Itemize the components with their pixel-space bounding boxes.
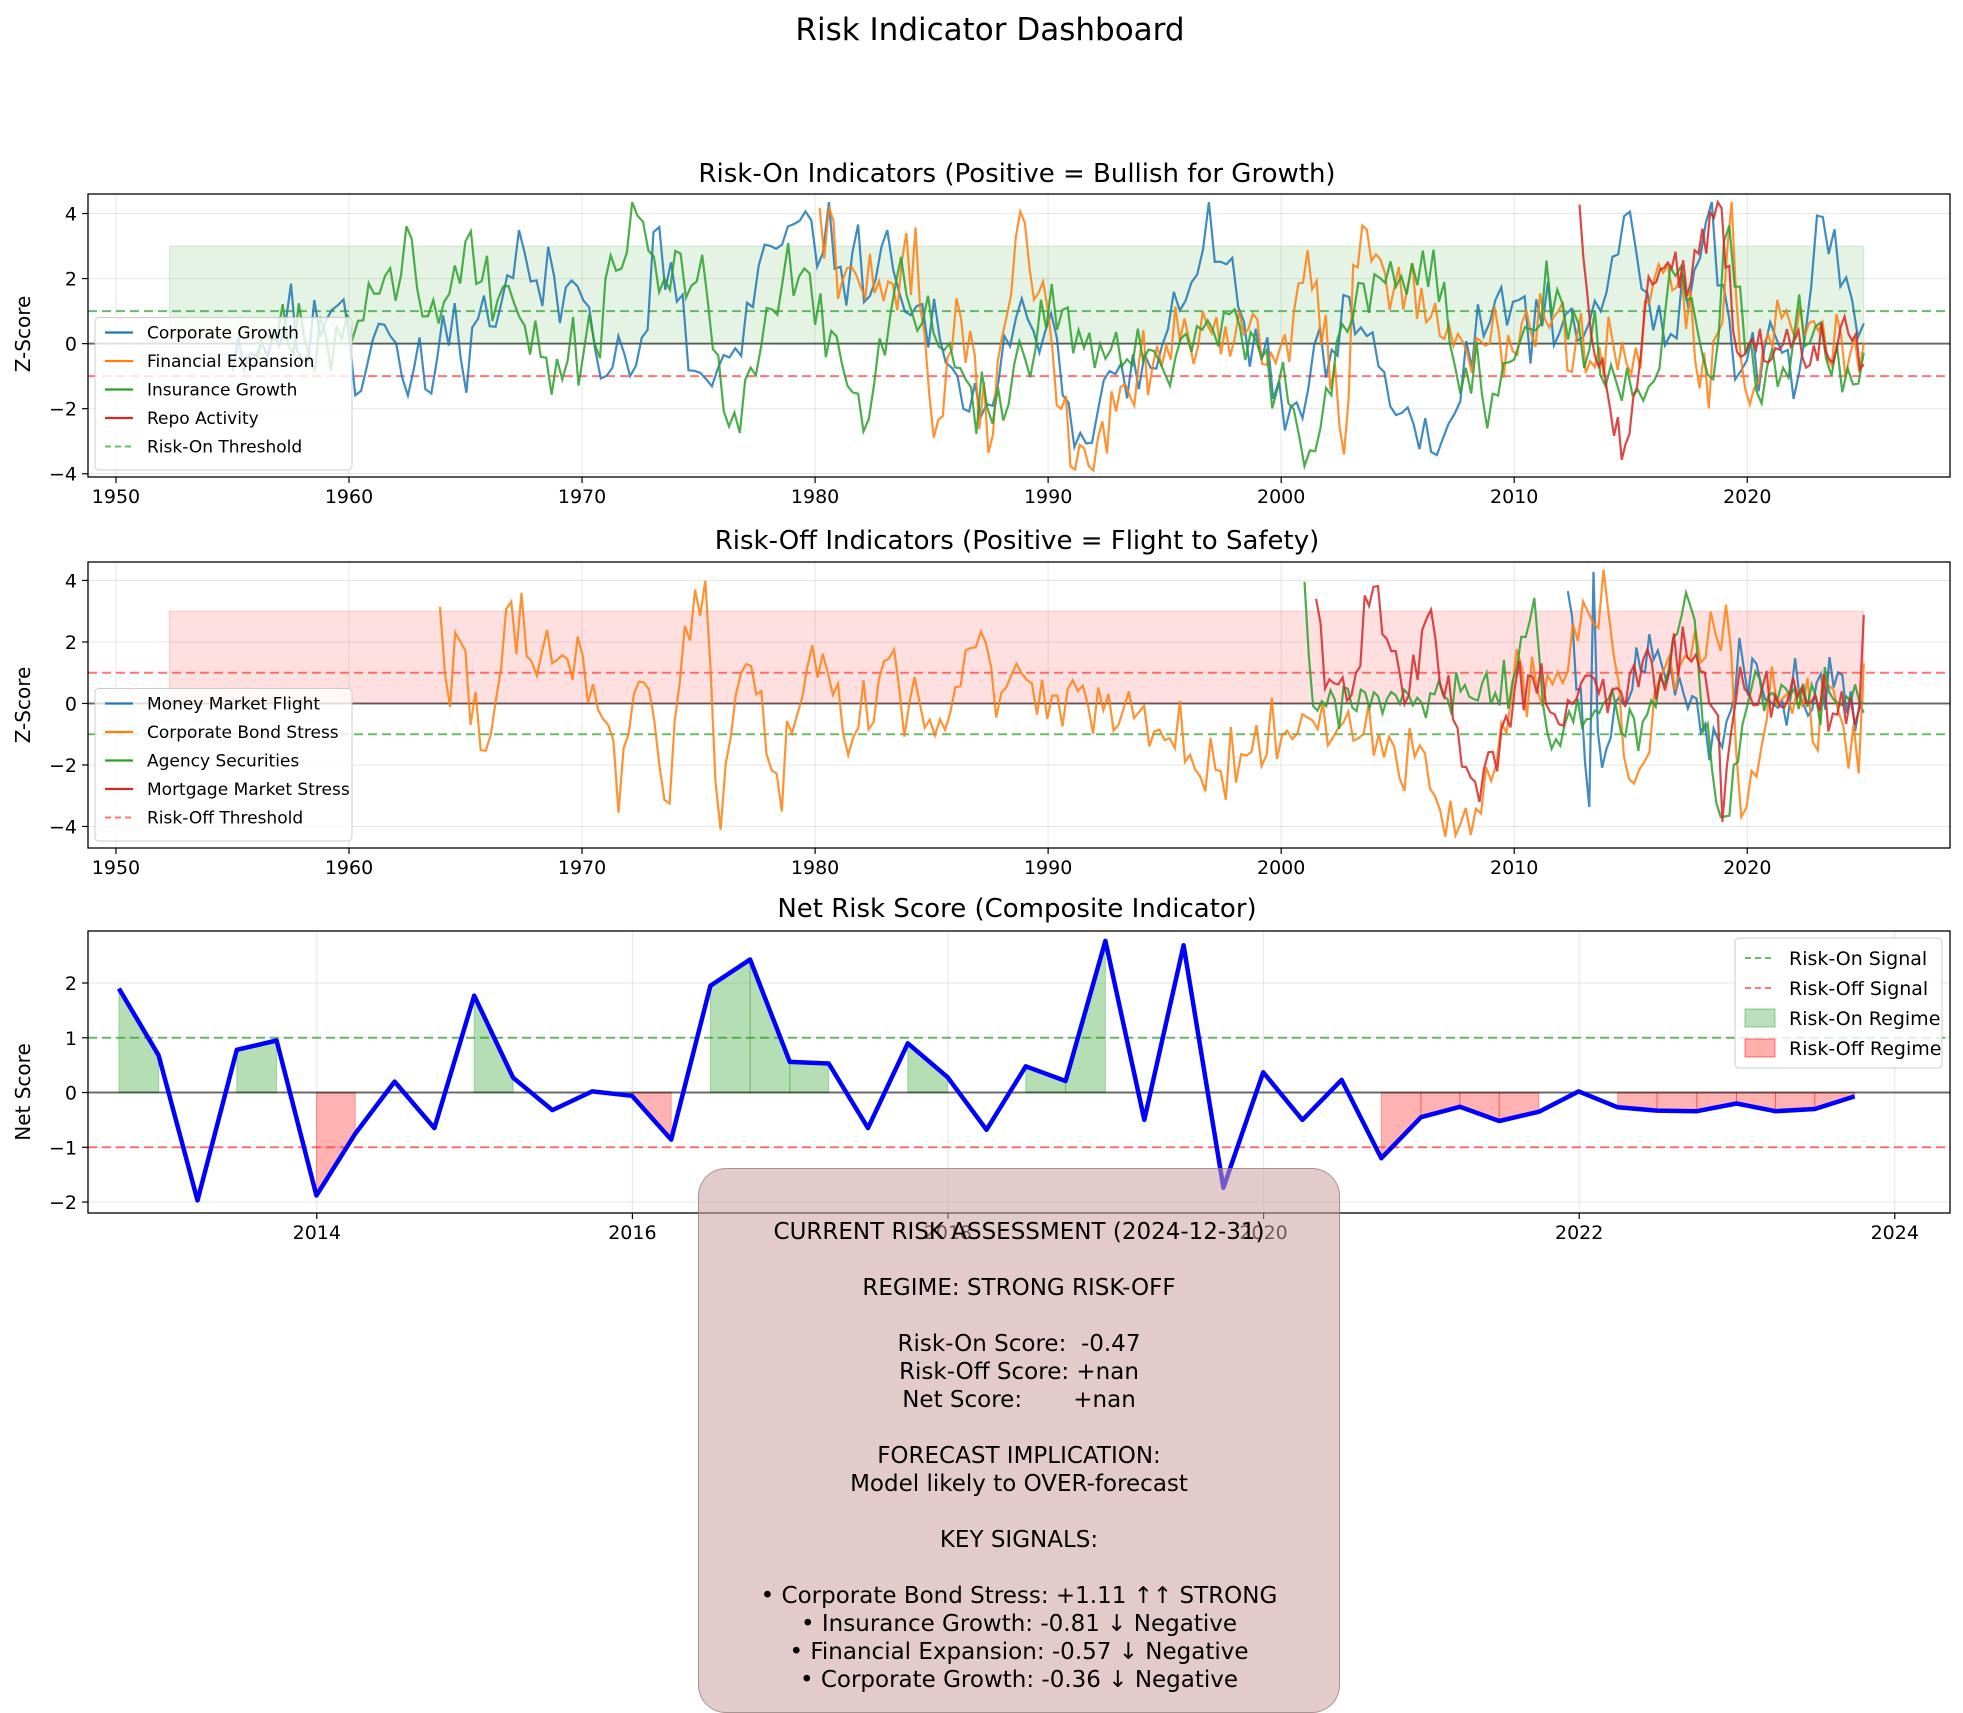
y-tick-label: 0 [65,1083,77,1105]
legend-label: Risk-Off Threshold [147,809,303,829]
x-tick-label: 1990 [1024,486,1072,508]
y-tick-label: 4 [65,570,77,592]
legend-box [94,688,353,842]
legend-label: Risk-On Threshold [147,438,302,458]
assessment-line [699,1414,1339,1442]
axes-frame [87,193,1951,478]
x-tick-label: 2020 [1723,857,1771,879]
y-tick-label: 4 [65,204,77,226]
figure-title: Risk Indicator Dashboard [795,12,1184,48]
y-tick-label: −1 [49,1137,77,1159]
legend-label: Repo Activity [147,409,259,429]
x-tick-label: 1980 [791,857,839,879]
x-tick-label: 2014 [293,1222,341,1244]
legend-swatch [1744,1008,1776,1028]
x-tick-label: 2010 [1490,857,1538,879]
axes-frame [87,561,1951,849]
net-score-line [116,938,1856,1203]
net-score-panel-title: Net Risk Score (Composite Indicator) [777,894,1256,924]
risk-assessment-box: CURRENT RISK ASSESSMENT (2024-12-31) REGI… [698,1168,1340,1713]
assessment-line: • Financial Expansion: -0.57 ↓ Negative [789,1639,1249,1665]
assessment-line: • Corporate Growth: -0.36 ↓ Negative [799,1667,1239,1693]
assessment-line: KEY SIGNALS: [939,1527,1099,1553]
x-tick-label: 1960 [325,486,373,508]
legend-swatch [1744,1038,1776,1058]
x-tick-label: 1970 [558,486,606,508]
assessment-line [699,1554,1339,1582]
assessment-line: Risk-Off Score: +nan [899,1359,1139,1385]
legend-box [94,317,353,471]
risk-off-regime-fill [1656,1092,1698,1112]
x-tick-label: 2010 [1490,486,1538,508]
y-tick-label: 2 [65,632,77,654]
x-tick-label: 2000 [1257,486,1305,508]
legend-label: Agency Securities [147,752,299,772]
assessment-line: FORECAST IMPLICATION: [877,1443,1161,1469]
legend-label: Risk-On Regime [1789,1008,1940,1030]
legend-label: Money Market Flight [147,695,320,715]
y-tick-label: 2 [65,269,77,291]
y-tick-label: 1 [65,1028,77,1050]
assessment-line [699,1302,1339,1330]
assessment-line: CURRENT RISK ASSESSMENT (2024-12-31) [773,1219,1265,1245]
risk-on-y-label: Z-Score [11,296,35,373]
risk-off-y-label: Z-Score [11,667,35,744]
assessment-line [699,1498,1339,1526]
series-line-insurance-growth [254,201,1865,471]
assessment-line: Risk-On Score: -0.47 [897,1331,1141,1357]
y-tick-label: 0 [65,693,77,715]
assessment-line: • Corporate Bond Stress: +1.11 ↑↑ STRONG [760,1583,1278,1609]
assessment-line: Model likely to OVER-forecast [850,1471,1188,1497]
x-tick-label: 2000 [1257,857,1305,879]
legend-label: Mortgage Market Stress [147,780,350,800]
legend-label: Risk-On Signal [1789,948,1927,970]
risk-off-panel-title: Risk-Off Indicators (Positive = Flight t… [715,526,1320,556]
x-tick-label: 1950 [92,857,140,879]
y-tick-label: −2 [49,755,77,777]
legend-box [1734,937,1943,1069]
x-tick-label: 2024 [1871,1222,1919,1244]
legend-label: Corporate Bond Stress [147,723,339,743]
x-tick-label: 1950 [92,486,140,508]
legend-label: Financial Expansion [147,352,314,372]
risk-on-regime-fill [789,1061,830,1094]
net-score-y-label: Net Score [11,1043,35,1140]
x-tick-label: 2016 [608,1222,656,1244]
y-tick-label: −4 [49,464,77,486]
y-tick-label: −2 [49,1192,77,1214]
risk-on-panel: Risk-On Indicators (Positive = Bullish f… [11,159,1951,508]
legend-label: Risk-Off Signal [1789,978,1928,1000]
legend-label: Risk-Off Regime [1789,1038,1941,1060]
x-tick-label: 1980 [791,486,839,508]
assessment-line: Net Score: +nan [902,1387,1136,1413]
x-tick-label: 2022 [1555,1222,1603,1244]
series-line-repo-activity [1578,199,1865,461]
x-tick-label: 1960 [325,857,373,879]
y-tick-label: 2 [65,973,77,995]
x-tick-label: 1990 [1024,857,1072,879]
series-line-agency-securities [1303,581,1865,819]
x-tick-label: 1970 [558,857,606,879]
x-tick-label: 2020 [1723,486,1771,508]
series-line-mortgage-market-stress [1315,584,1865,822]
risk-on-panel-title: Risk-On Indicators (Positive = Bullish f… [698,159,1335,189]
series-line-corporate-bond-stress [438,569,1865,840]
risk-on-regime-fill [118,986,160,1094]
assessment-line [699,1246,1339,1274]
assessment-line: REGIME: STRONG RISK-OFF [862,1275,1176,1301]
risk-off-panel: Risk-Off Indicators (Positive = Flight t… [11,526,1951,879]
legend-label: Corporate Growth [147,324,299,344]
y-tick-label: −4 [49,816,77,838]
y-tick-label: 0 [65,334,77,356]
legend-label: Insurance Growth [147,381,297,401]
y-tick-label: −2 [49,399,77,421]
assessment-line: • Insurance Growth: -0.81 ↓ Negative [801,1611,1237,1637]
